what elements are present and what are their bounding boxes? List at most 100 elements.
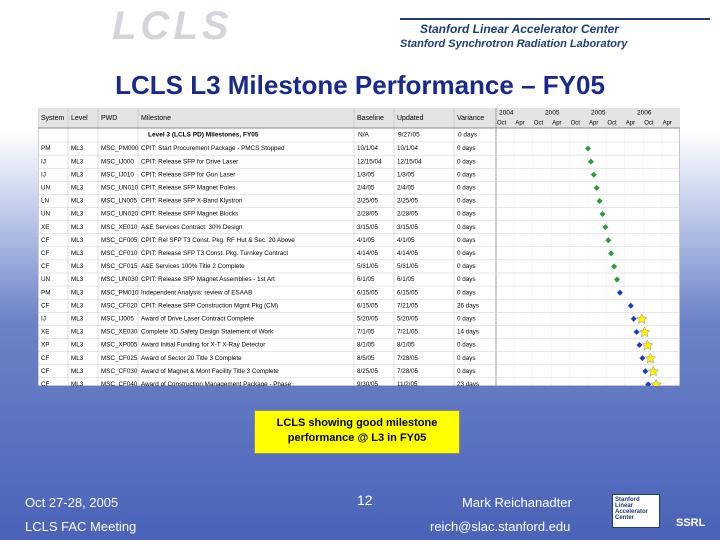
milestone-marker <box>593 184 600 191</box>
cell: IJ <box>41 158 46 165</box>
star-marker <box>638 326 651 338</box>
summary-cell: N/A <box>358 132 370 139</box>
cell: ML3 <box>71 355 84 362</box>
cell: ML3 <box>71 185 84 192</box>
cell: IJ <box>41 171 46 178</box>
cell: ML3 <box>71 342 84 349</box>
star-marker <box>644 352 657 364</box>
milestone-marker <box>611 263 618 270</box>
cell: MSC_CF015 <box>101 263 138 270</box>
cell: UN <box>41 211 51 218</box>
cell: CF <box>41 237 50 244</box>
cell: CPIT: Release SFP X-Band Klystron <box>141 198 243 205</box>
cell: 14 days <box>457 329 479 336</box>
cell: CF <box>41 368 50 375</box>
column-header: Level <box>71 115 88 122</box>
cell: Award of Magnet & Mont Facility Title 3 … <box>141 368 279 375</box>
cell: MSC_CF040 <box>101 381 138 386</box>
cell: XE <box>41 224 49 231</box>
cell: 2/4/05 <box>357 185 375 192</box>
cell: CF <box>41 250 50 257</box>
cell: MSC_PM010 <box>101 289 139 296</box>
cell: 0 days <box>457 289 476 296</box>
page-number: 12 <box>357 492 373 508</box>
quarter-label: Oct <box>497 121 507 127</box>
footer-logo: Stanford Linear Accelerator Center <box>612 494 660 528</box>
cell: Independent Analysis: review of ESAAB <box>141 289 252 296</box>
milestone-marker <box>645 381 652 386</box>
email: reich@slac.stanford.edu <box>430 519 571 534</box>
cell: 10/1/04 <box>397 145 419 152</box>
cell: ML3 <box>71 237 84 244</box>
year-label: 2004 <box>499 110 514 117</box>
cell: 4/14/05 <box>397 250 419 257</box>
year-label: 2005 <box>591 110 606 117</box>
cell: CPIT: Release SFP Magnet Assemblies - 1s… <box>141 276 275 283</box>
quarter-label: Apr <box>589 121 598 127</box>
cell: 6/15/05 <box>357 302 379 309</box>
milestone-marker <box>599 211 606 218</box>
cell: CF <box>41 355 50 362</box>
cell: 5/31/05 <box>357 263 379 270</box>
cell: CF <box>41 263 50 270</box>
slide-title: LCLS L3 Milestone Performance – FY05 <box>115 70 605 100</box>
star-marker <box>647 365 659 377</box>
cell: CF <box>41 381 50 386</box>
cell: LN <box>41 198 50 205</box>
cell: MSC_UN010 <box>101 185 139 192</box>
cell: Award of Sector 20 Title 3 Complete <box>141 355 242 362</box>
milestone-marker <box>587 158 594 165</box>
star-marker <box>641 339 654 351</box>
cell: 7/21/05 <box>397 302 419 309</box>
cell: 5/20/05 <box>397 316 419 323</box>
cell: Complete XD Safety Design Statement of W… <box>141 329 274 336</box>
cell: 8/25/05 <box>357 368 379 375</box>
cell: 6/1/05 <box>397 276 415 283</box>
cell: MSC_LN005 <box>101 198 138 205</box>
cell: ML3 <box>71 171 84 178</box>
quarter-label: Oct <box>534 121 544 127</box>
cell: ML3 <box>71 368 84 375</box>
cell: 1/3/05 <box>357 171 375 178</box>
star-marker <box>636 313 648 325</box>
cell: PM <box>41 289 50 296</box>
column-header: PWD <box>101 115 117 122</box>
cell: 2/4/05 <box>397 185 415 192</box>
cell: 9/30/05 <box>357 381 379 386</box>
column-header: Baseline <box>357 115 384 122</box>
cell: 7/28/05 <box>397 368 419 375</box>
cell: CPIT: Release SFP T3 Const. Pkg. Turnkey… <box>141 250 288 257</box>
cell: Award Initial Funding for X-T X-Ray Dete… <box>141 342 265 349</box>
cell: CF <box>41 302 50 309</box>
cell: MSC_PM000 <box>101 145 139 152</box>
quarter-label: Oct <box>571 121 581 127</box>
cell: 0 days <box>457 185 476 192</box>
column-header: System <box>41 115 65 122</box>
cell: Award of Drive Laser Contract Complete <box>141 316 254 323</box>
cell: ML3 <box>71 250 84 257</box>
cell: 0 days <box>457 158 476 165</box>
cell: 8/1/05 <box>357 342 375 349</box>
milestone-marker <box>605 237 612 244</box>
cell: 8/1/05 <box>397 342 415 349</box>
cell: 2/28/05 <box>397 211 419 218</box>
milestone-marker <box>642 368 649 375</box>
year-label: 2006 <box>637 110 652 117</box>
cell: 0 days <box>457 224 476 231</box>
cell: ML3 <box>71 289 84 296</box>
cell: ML3 <box>71 263 84 270</box>
cell: 0 days <box>457 198 476 205</box>
cell: ML3 <box>71 302 84 309</box>
cell: 0 days <box>457 355 476 362</box>
cell: CPIT: Release SFP for Gun Laser <box>141 171 235 178</box>
column-header: Updated <box>397 115 424 122</box>
summary-cell: 9/27/05 <box>398 132 420 139</box>
cell: 10/1/04 <box>357 145 379 152</box>
cell: MSC_XE030 <box>101 329 138 336</box>
quarter-label: Apr <box>515 121 524 127</box>
cell: 7/21/05 <box>397 329 419 336</box>
cell: A&E Services Contract: 30% Design <box>141 224 243 231</box>
cell: 0 days <box>457 368 476 375</box>
cell: 12/15/04 <box>397 158 422 165</box>
cell: ML3 <box>71 381 84 386</box>
